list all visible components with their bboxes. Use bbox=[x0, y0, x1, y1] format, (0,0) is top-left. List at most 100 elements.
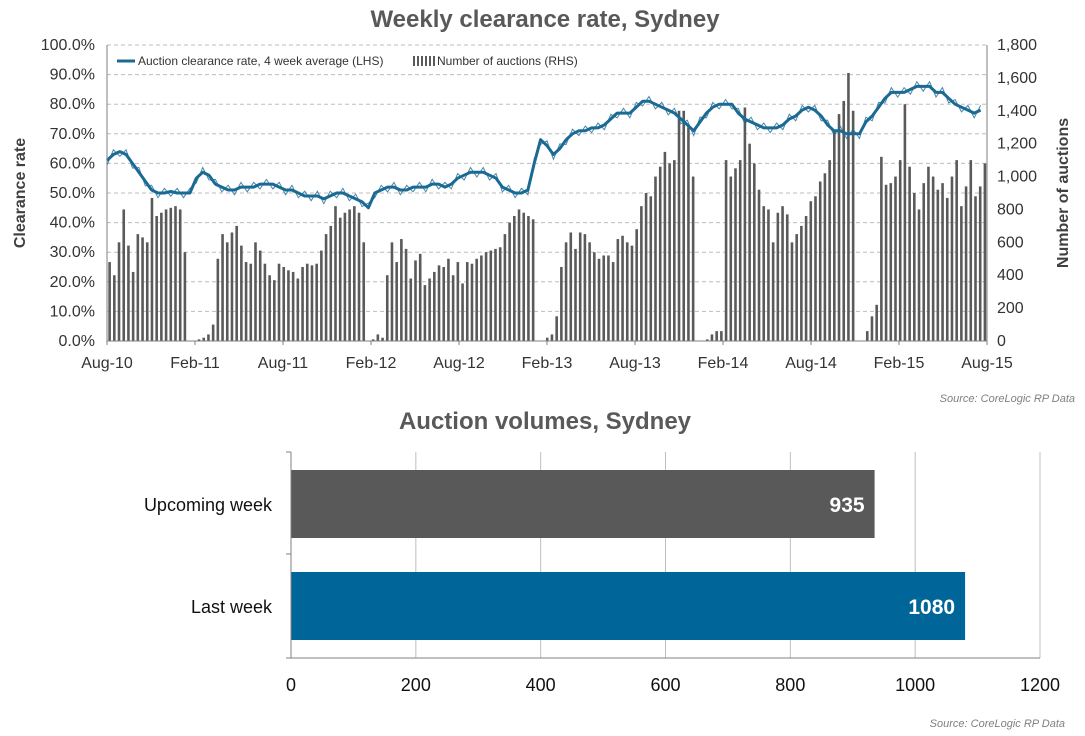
auction-bar bbox=[691, 176, 695, 341]
auction-bar bbox=[790, 242, 794, 341]
auction-bar bbox=[814, 196, 817, 341]
left-tick-label: 0.0% bbox=[59, 333, 95, 350]
auction-bar bbox=[230, 232, 234, 341]
right-tick-label: 1,800 bbox=[997, 37, 1037, 54]
auction-bar bbox=[390, 242, 394, 341]
auction-bar bbox=[244, 262, 248, 341]
chart1-y-axis-label: Clearance rate bbox=[12, 138, 29, 248]
auction-bar bbox=[931, 176, 935, 341]
auction-bar bbox=[870, 316, 874, 341]
auction-bar bbox=[710, 334, 714, 341]
auction-bar bbox=[277, 263, 281, 341]
auction-bar bbox=[724, 160, 728, 341]
auction-bar bbox=[687, 127, 690, 341]
x-tick-label: Feb-12 bbox=[346, 355, 397, 372]
auction-bar bbox=[983, 163, 987, 341]
auction-bar bbox=[169, 207, 173, 341]
auction-bar bbox=[141, 237, 144, 341]
auction-bar bbox=[423, 285, 427, 341]
auction-bar bbox=[969, 160, 973, 341]
auction-bar bbox=[221, 234, 224, 341]
auction-bar bbox=[183, 252, 187, 341]
chart2-category-labels: Upcoming week Last week bbox=[144, 495, 273, 617]
auction-bar bbox=[903, 104, 907, 341]
auction-bar bbox=[682, 110, 686, 341]
auction-bar bbox=[738, 160, 742, 341]
auction-bar bbox=[941, 183, 944, 341]
auction-bar bbox=[513, 216, 516, 341]
chart2-source: Source: CoreLogic RP Data bbox=[930, 718, 1065, 730]
auction-bar bbox=[254, 242, 257, 341]
auction-bar bbox=[776, 212, 780, 341]
auction-bar bbox=[720, 331, 723, 341]
auction-bar bbox=[371, 339, 375, 341]
auction-bar bbox=[743, 107, 747, 342]
x-tick-label: Feb-15 bbox=[874, 355, 925, 372]
auction-bar bbox=[122, 209, 126, 341]
auction-bar bbox=[908, 166, 911, 341]
bar-value-label: 1080 bbox=[908, 596, 955, 619]
auction-bar bbox=[310, 265, 314, 341]
auction-bar bbox=[917, 209, 921, 341]
auction-bar bbox=[414, 260, 417, 341]
auction-bar bbox=[437, 265, 441, 341]
auction-bar bbox=[569, 232, 573, 341]
right-tick-label: 1,600 bbox=[997, 70, 1037, 87]
auction-bar bbox=[894, 176, 897, 341]
legend-bar-label: Number of auctions (RHS) bbox=[437, 54, 578, 68]
auction-bar bbox=[160, 212, 163, 341]
auction-bar bbox=[611, 262, 615, 341]
auction-bar bbox=[127, 245, 130, 341]
volume-bar bbox=[291, 572, 966, 640]
left-tick-label: 50.0% bbox=[50, 185, 95, 202]
auction-bar bbox=[494, 248, 497, 341]
auction-bar bbox=[640, 206, 643, 341]
auction-bar bbox=[593, 252, 596, 341]
auction-bar bbox=[597, 258, 601, 341]
chart2-bars: 935 1080 bbox=[291, 470, 966, 640]
auction-bar bbox=[207, 334, 210, 341]
auction-bar bbox=[164, 209, 168, 341]
auction-bar bbox=[630, 245, 634, 341]
auction-bar bbox=[381, 337, 384, 341]
auction-bar bbox=[131, 271, 135, 341]
auction-bar bbox=[960, 206, 963, 341]
auction-bar bbox=[898, 160, 902, 341]
auction-bar bbox=[508, 222, 511, 341]
auction-bar bbox=[837, 114, 841, 341]
auction-bar bbox=[527, 216, 530, 341]
auction-bar bbox=[658, 166, 662, 341]
auction-bar bbox=[334, 206, 337, 341]
auction-bar bbox=[225, 242, 229, 341]
right-tick-label: 200 bbox=[997, 300, 1024, 317]
auction-bar bbox=[211, 324, 215, 341]
auction-bar bbox=[677, 110, 681, 341]
auction-bar bbox=[729, 176, 733, 341]
auction-bar bbox=[833, 130, 836, 341]
auction-bar bbox=[785, 214, 789, 341]
x-tick-label: Aug-11 bbox=[258, 355, 309, 372]
auction-bar bbox=[602, 255, 606, 341]
chart1-legend: Auction clearance rate, 4 week average (… bbox=[117, 54, 578, 68]
auction-bar bbox=[823, 173, 827, 341]
auction-bar bbox=[480, 255, 483, 341]
chart2-axes bbox=[286, 451, 1040, 659]
right-tick-label: 800 bbox=[997, 201, 1024, 218]
auction-bar bbox=[913, 193, 916, 341]
right-tick-label: 1,400 bbox=[997, 103, 1037, 120]
right-tick-label: 1,200 bbox=[997, 136, 1037, 153]
auction-bar bbox=[343, 212, 347, 341]
right-tick-label: 600 bbox=[997, 234, 1024, 251]
auction-bar bbox=[818, 181, 822, 341]
chart1-source: Source: CoreLogic RP Data bbox=[940, 393, 1075, 405]
auction-bar bbox=[875, 304, 878, 341]
auction-bar bbox=[865, 331, 869, 341]
auction-bar bbox=[978, 186, 982, 341]
auction-bar bbox=[329, 225, 333, 341]
auction-bar bbox=[847, 72, 850, 342]
auction-bar bbox=[715, 331, 718, 341]
auction-bar bbox=[927, 166, 930, 341]
auction-bar bbox=[174, 206, 177, 341]
left-tick-label: 100.0% bbox=[41, 37, 95, 54]
auction-bar bbox=[531, 219, 535, 341]
